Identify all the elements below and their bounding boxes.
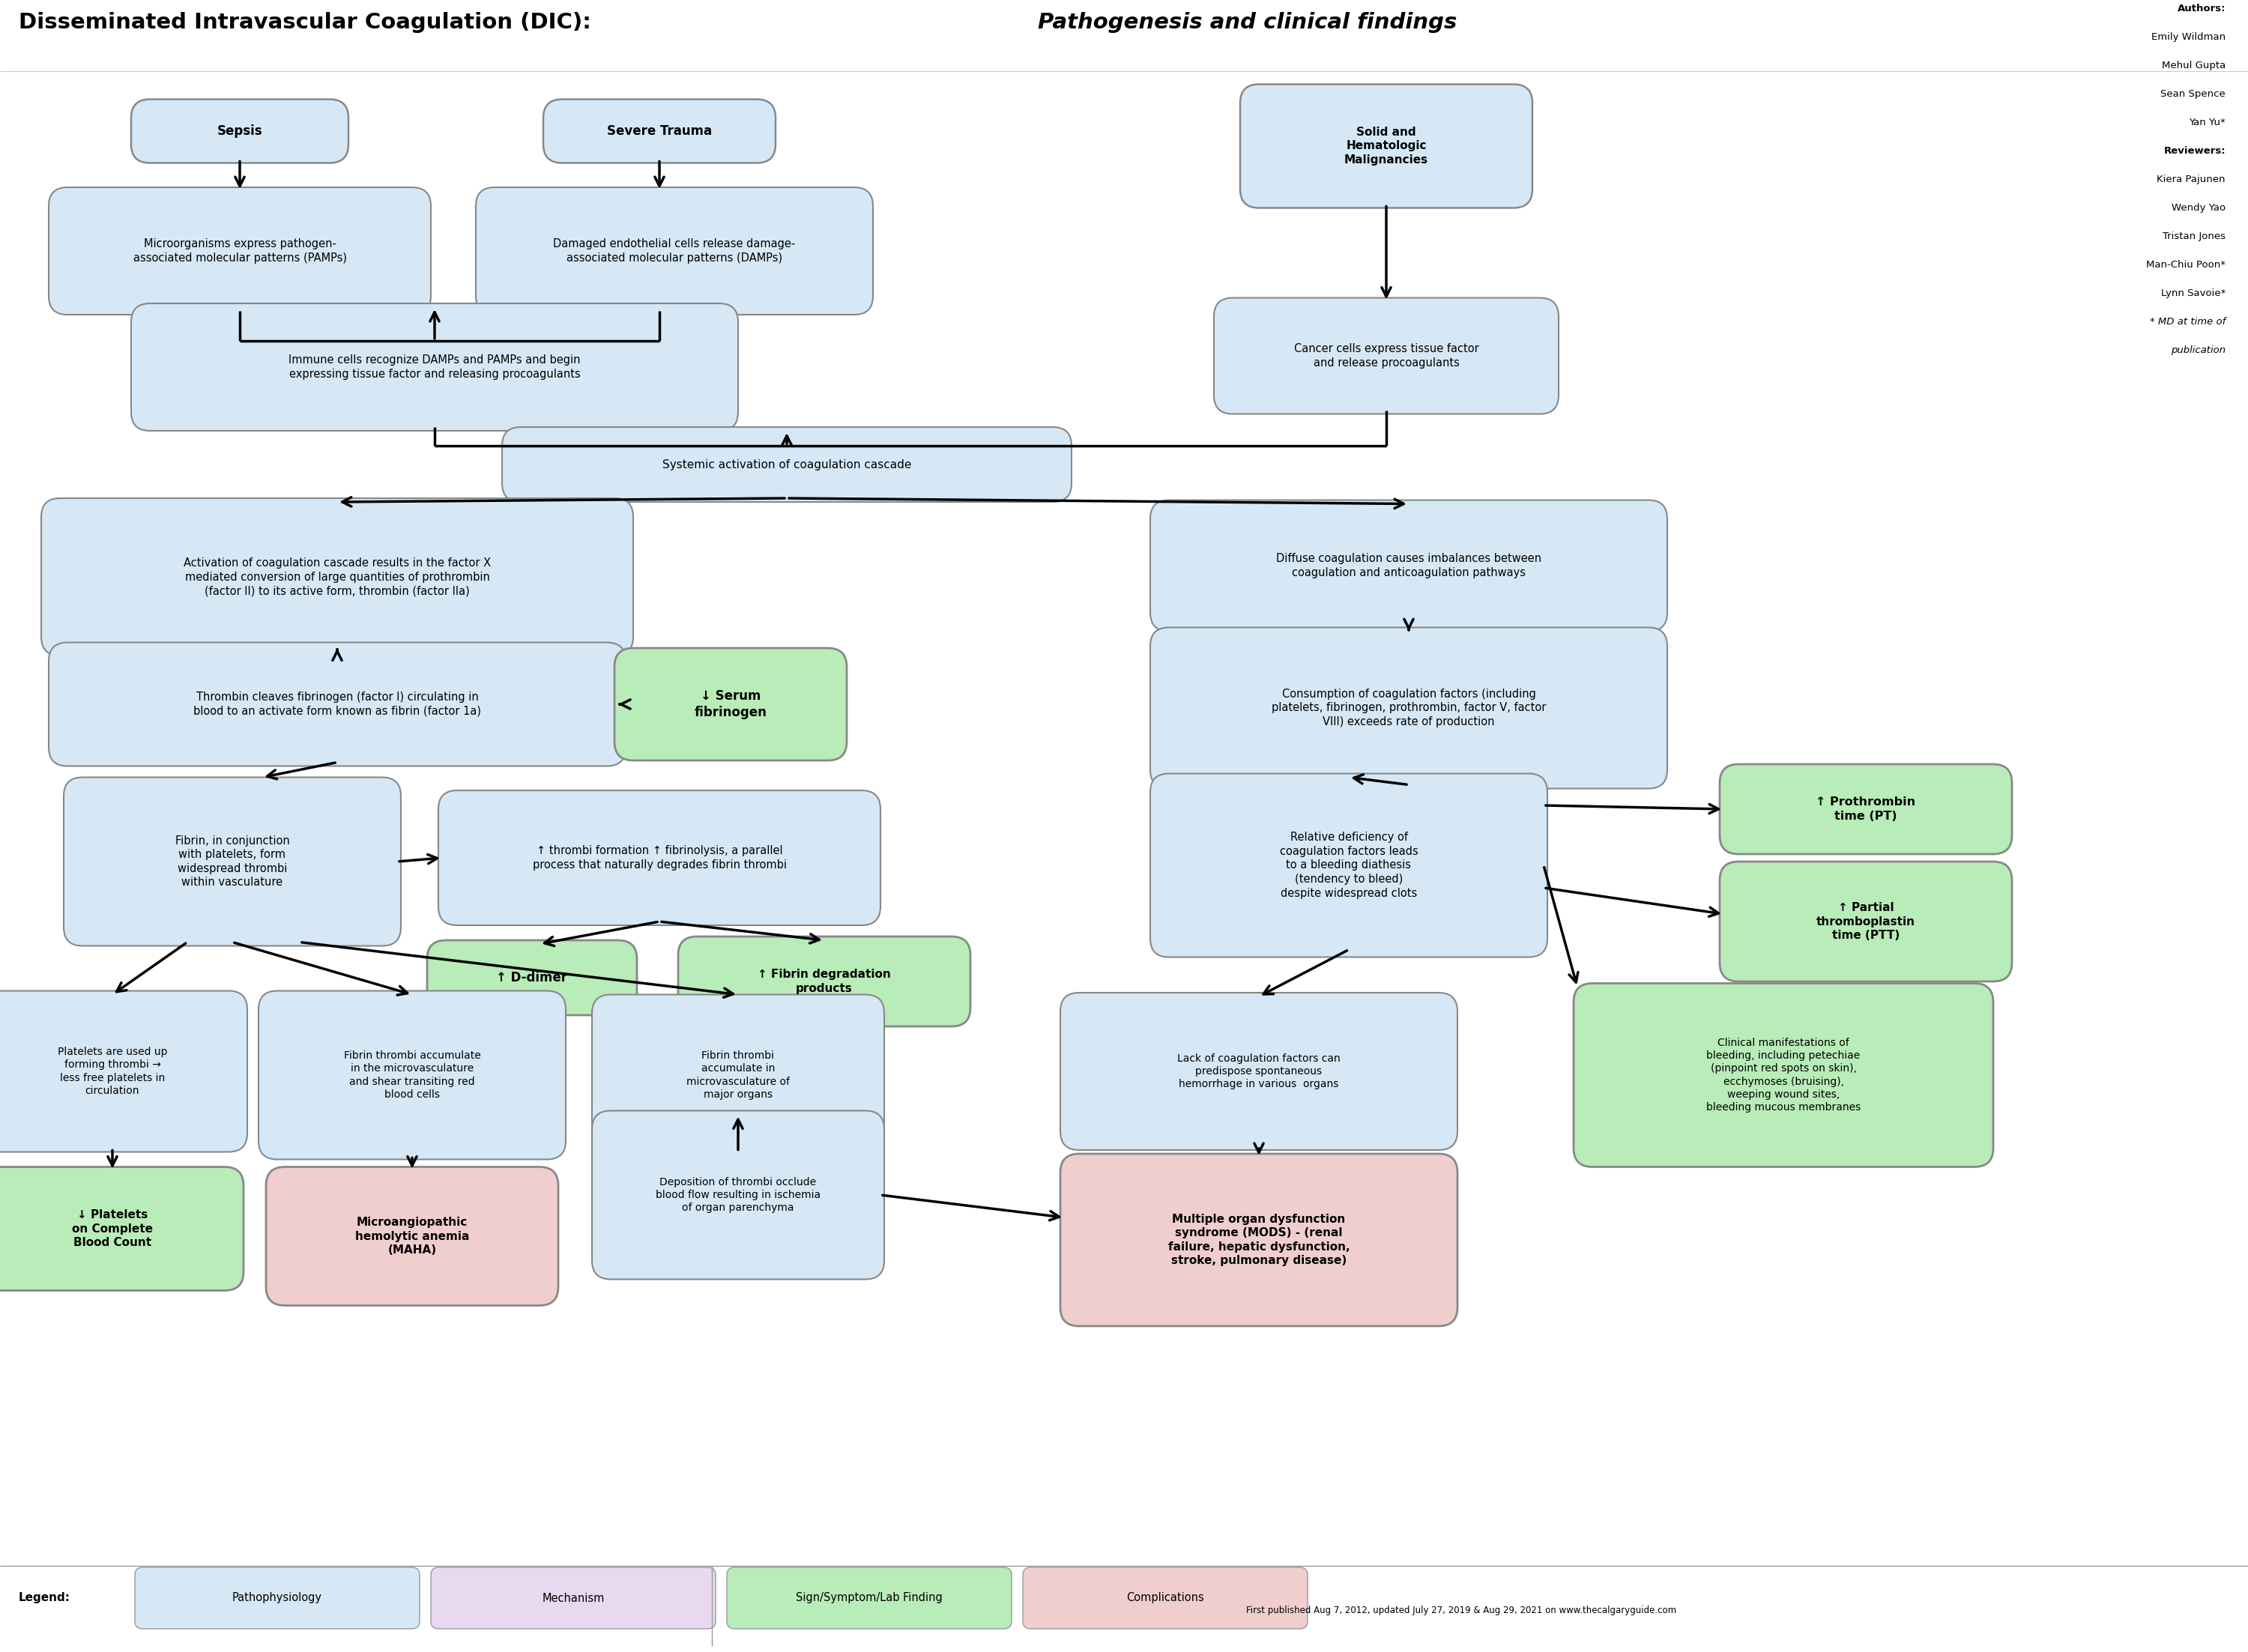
Text: Complications: Complications (1126, 1593, 1205, 1604)
Text: Multiple organ dysfunction
syndrome (MODS) - (renal
failure, hepatic dysfunction: Multiple organ dysfunction syndrome (MOD… (1169, 1214, 1349, 1267)
Text: Activation of coagulation cascade results in the factor X
mediated conversion of: Activation of coagulation cascade result… (184, 557, 490, 596)
FancyBboxPatch shape (614, 648, 847, 760)
Text: ↑ thrombi formation ↑ fibrinolysis, a parallel
process that naturally degrades f: ↑ thrombi formation ↑ fibrinolysis, a pa… (533, 846, 787, 871)
FancyBboxPatch shape (591, 995, 883, 1156)
Text: ↑ Prothrombin
time (PT): ↑ Prothrombin time (PT) (1816, 796, 1915, 821)
FancyBboxPatch shape (1720, 765, 2012, 854)
FancyBboxPatch shape (1151, 773, 1547, 957)
Text: Emily Wildman: Emily Wildman (2151, 33, 2226, 41)
FancyBboxPatch shape (40, 499, 634, 656)
Text: Immune cells recognize DAMPs and PAMPs and begin
expressing tissue factor and re: Immune cells recognize DAMPs and PAMPs a… (288, 355, 580, 380)
Text: Relative deficiency of
coagulation factors leads
to a bleeding diathesis
(tenden: Relative deficiency of coagulation facto… (1279, 833, 1418, 899)
Text: ↑ Fibrin degradation
products: ↑ Fibrin degradation products (758, 968, 890, 995)
Text: Tristan Jones: Tristan Jones (2163, 231, 2226, 241)
FancyBboxPatch shape (432, 1568, 715, 1629)
Text: Sepsis: Sepsis (218, 124, 263, 137)
Text: Pathophysiology: Pathophysiology (232, 1593, 321, 1604)
Text: Sean Spence: Sean Spence (2160, 89, 2226, 99)
Text: Solid and
Hematologic
Malignancies: Solid and Hematologic Malignancies (1344, 127, 1427, 165)
Text: Disseminated Intravascular Coagulation (DIC):: Disseminated Intravascular Coagulation (… (18, 12, 598, 33)
FancyBboxPatch shape (427, 940, 636, 1016)
FancyBboxPatch shape (1061, 1153, 1457, 1327)
Text: Sign/Symptom/Lab Finding: Sign/Symptom/Lab Finding (796, 1593, 942, 1604)
FancyBboxPatch shape (477, 187, 872, 314)
Text: Thrombin cleaves fibrinogen (factor I) circulating in
blood to an activate form : Thrombin cleaves fibrinogen (factor I) c… (193, 692, 481, 717)
FancyBboxPatch shape (0, 1166, 243, 1290)
Text: ↑ Partial
thromboplastin
time (PTT): ↑ Partial thromboplastin time (PTT) (1816, 902, 1915, 942)
FancyBboxPatch shape (49, 187, 432, 314)
FancyBboxPatch shape (1574, 983, 1994, 1166)
Text: Pathogenesis and clinical findings: Pathogenesis and clinical findings (1039, 12, 1457, 33)
Text: Man-Chiu Poon*: Man-Chiu Poon* (2147, 259, 2226, 269)
Text: Legend:: Legend: (18, 1593, 70, 1604)
Text: * MD at time of: * MD at time of (2149, 317, 2226, 327)
Text: ↑ D-dimer: ↑ D-dimer (497, 971, 566, 985)
FancyBboxPatch shape (130, 304, 737, 431)
Text: Reviewers:: Reviewers: (2163, 145, 2226, 155)
Text: Fibrin, in conjunction
with platelets, form
widespread thrombi
within vasculatur: Fibrin, in conjunction with platelets, f… (175, 834, 290, 889)
Text: Fibrin thrombi accumulate
in the microvasculature
and shear transiting red
blood: Fibrin thrombi accumulate in the microva… (344, 1051, 481, 1100)
Text: Consumption of coagulation factors (including
platelets, fibrinogen, prothrombin: Consumption of coagulation factors (incl… (1272, 689, 1547, 727)
Text: publication: publication (2172, 345, 2226, 355)
Text: Yan Yu*: Yan Yu* (2190, 117, 2226, 127)
FancyBboxPatch shape (130, 99, 348, 164)
Text: Diffuse coagulation causes imbalances between
coagulation and anticoagulation pa: Diffuse coagulation causes imbalances be… (1277, 553, 1542, 578)
FancyBboxPatch shape (591, 1110, 883, 1279)
Text: Kiera Pajunen: Kiera Pajunen (2158, 175, 2226, 185)
Text: Mechanism: Mechanism (542, 1593, 605, 1604)
Text: Platelets are used up
forming thrombi →
less free platelets in
circulation: Platelets are used up forming thrombi → … (58, 1047, 166, 1095)
Text: Authors:: Authors: (2176, 3, 2226, 13)
Text: First published Aug 7, 2012, updated July 27, 2019 & Aug 29, 2021 on www.thecalg: First published Aug 7, 2012, updated Jul… (1245, 1606, 1677, 1616)
FancyBboxPatch shape (1151, 628, 1668, 788)
Text: Clinical manifestations of
bleeding, including petechiae
(pinpoint red spots on : Clinical manifestations of bleeding, inc… (1706, 1037, 1861, 1113)
Text: Damaged endothelial cells release damage-
associated molecular patterns (DAMPs): Damaged endothelial cells release damage… (553, 238, 796, 264)
Text: Cancer cells express tissue factor
and release procoagulants: Cancer cells express tissue factor and r… (1295, 344, 1479, 368)
FancyBboxPatch shape (265, 1166, 558, 1305)
FancyBboxPatch shape (63, 778, 400, 947)
FancyBboxPatch shape (1061, 993, 1457, 1150)
FancyBboxPatch shape (679, 937, 971, 1026)
FancyBboxPatch shape (501, 428, 1072, 502)
Text: Systemic activation of coagulation cascade: Systemic activation of coagulation casca… (663, 459, 910, 471)
FancyBboxPatch shape (1720, 862, 2012, 981)
FancyBboxPatch shape (259, 991, 566, 1160)
FancyBboxPatch shape (0, 991, 247, 1151)
FancyBboxPatch shape (49, 643, 625, 767)
FancyBboxPatch shape (1241, 84, 1533, 208)
Text: Deposition of thrombi occlude
blood flow resulting in ischemia
of organ parenchy: Deposition of thrombi occlude blood flow… (656, 1176, 821, 1213)
Text: ↓ Platelets
on Complete
Blood Count: ↓ Platelets on Complete Blood Count (72, 1209, 153, 1249)
FancyBboxPatch shape (1214, 297, 1558, 415)
Text: Mehul Gupta: Mehul Gupta (2163, 61, 2226, 71)
Text: Microangiopathic
hemolytic anemia
(MAHA): Microangiopathic hemolytic anemia (MAHA) (355, 1216, 470, 1256)
Text: Lynn Savoie*: Lynn Savoie* (2160, 289, 2226, 297)
Text: Microorganisms express pathogen-
associated molecular patterns (PAMPs): Microorganisms express pathogen- associa… (133, 238, 346, 264)
Text: Wendy Yao: Wendy Yao (2172, 203, 2226, 213)
Text: Lack of coagulation factors can
predispose spontaneous
hemorrhage in various  or: Lack of coagulation factors can predispo… (1178, 1054, 1340, 1090)
FancyBboxPatch shape (544, 99, 776, 164)
Text: Severe Trauma: Severe Trauma (607, 124, 713, 137)
FancyBboxPatch shape (1023, 1568, 1308, 1629)
FancyBboxPatch shape (135, 1568, 420, 1629)
FancyBboxPatch shape (438, 790, 881, 925)
Text: ↓ Serum
fibrinogen: ↓ Serum fibrinogen (695, 689, 767, 719)
FancyBboxPatch shape (1151, 501, 1668, 631)
Text: Fibrin thrombi
accumulate in
microvasculature of
major organs: Fibrin thrombi accumulate in microvascul… (686, 1051, 789, 1100)
FancyBboxPatch shape (726, 1568, 1012, 1629)
